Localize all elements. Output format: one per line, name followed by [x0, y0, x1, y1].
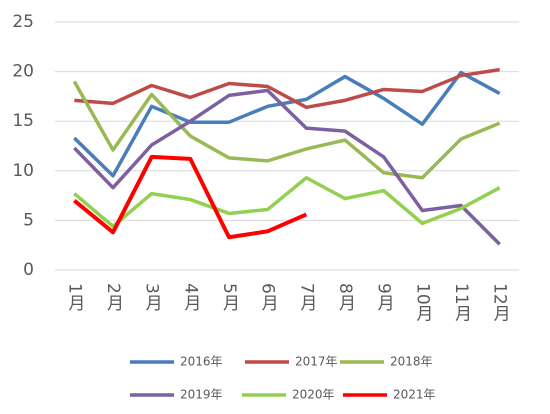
legend-label: 2019年 — [180, 388, 223, 402]
y-tick-label: 15 — [12, 111, 34, 131]
series-line — [73, 88, 501, 246]
x-tick-label: 5月 — [219, 283, 240, 311]
x-tick-label: 8月 — [335, 283, 356, 311]
x-tick-label: 11月 — [451, 283, 472, 322]
legend-label: 2021年 — [393, 388, 436, 402]
y-tick-label: 25 — [12, 12, 34, 32]
x-tick-label: 1月 — [64, 283, 85, 311]
x-tick-label: 3月 — [142, 283, 163, 311]
x-tick-label: 12月 — [490, 283, 511, 322]
y-tick-label: 10 — [12, 161, 34, 181]
legend-label: 2018年 — [390, 355, 433, 369]
x-tick-label: 7月 — [296, 283, 317, 311]
x-tick-label: 10月 — [412, 283, 433, 322]
x-tick-label: 6月 — [258, 283, 279, 311]
x-tick-label: 4月 — [180, 283, 201, 311]
x-tick-label: 9月 — [374, 283, 395, 311]
y-tick-label: 0 — [23, 260, 34, 280]
legend-label: 2016年 — [180, 355, 223, 369]
y-tick-label: 5 — [23, 210, 34, 230]
series-line — [72, 80, 501, 180]
series-line — [73, 70, 501, 178]
legend-label: 2020年 — [292, 388, 335, 402]
series-line — [74, 67, 500, 110]
legend-label: 2017年 — [295, 355, 338, 369]
series-line — [73, 154, 308, 240]
x-tick-label: 2月 — [103, 283, 124, 311]
y-tick-label: 20 — [12, 62, 34, 82]
series-line — [73, 175, 501, 229]
